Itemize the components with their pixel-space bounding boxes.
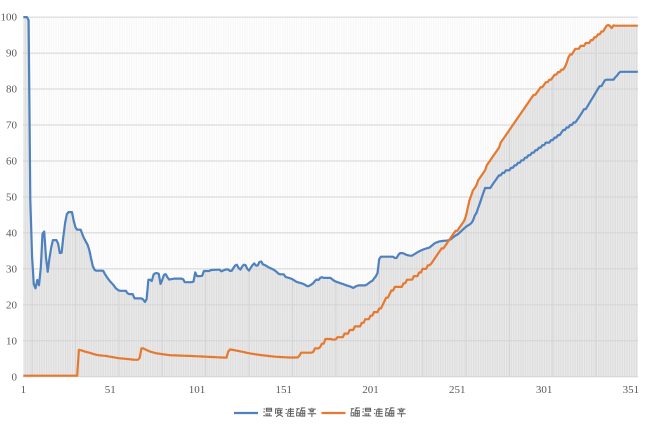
- svg-text:301: 301: [536, 384, 553, 396]
- svg-text:101: 101: [189, 384, 206, 396]
- svg-text:40: 40: [6, 228, 18, 240]
- svg-text:70: 70: [6, 120, 18, 132]
- svg-text:90: 90: [6, 48, 18, 60]
- svg-text:10: 10: [6, 335, 18, 347]
- svg-text:251: 251: [449, 384, 466, 396]
- svg-text:51: 51: [105, 384, 116, 396]
- svg-text:100: 100: [1, 12, 18, 24]
- svg-text:151: 151: [275, 384, 292, 396]
- svg-text:0: 0: [12, 371, 18, 383]
- svg-text:80: 80: [6, 84, 18, 96]
- svg-text:1: 1: [21, 384, 27, 396]
- svg-text:351: 351: [623, 384, 640, 396]
- svg-text:30: 30: [6, 264, 18, 276]
- svg-text:60: 60: [6, 156, 18, 168]
- svg-text:50: 50: [6, 192, 18, 204]
- svg-text:20: 20: [6, 300, 18, 312]
- svg-text:201: 201: [362, 384, 379, 396]
